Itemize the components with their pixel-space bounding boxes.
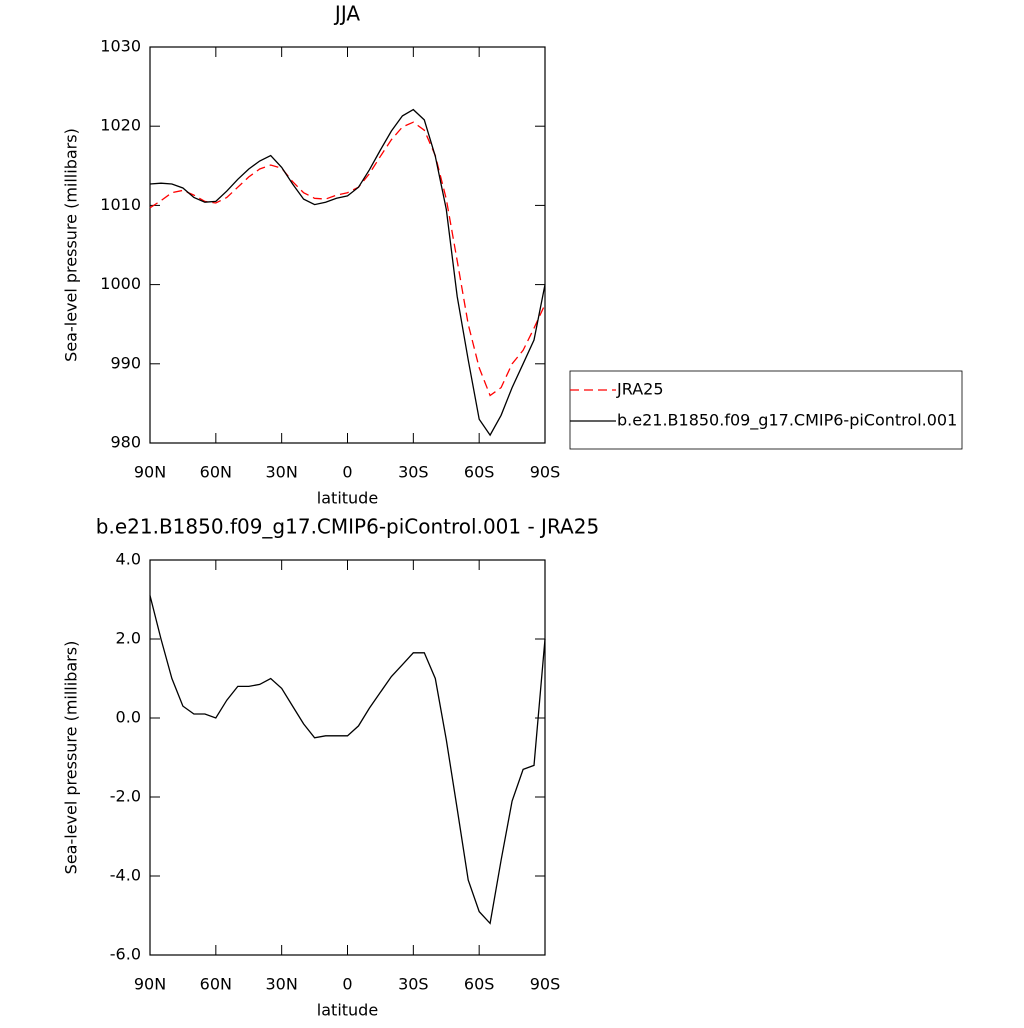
y-tick-label: -4.0 [110, 866, 141, 885]
y-axis-label: Sea-level pressure (millibars) [62, 128, 81, 362]
x-tick-label: 90N [134, 463, 166, 482]
y-tick-label: 1010 [100, 195, 141, 214]
y-tick-label: -6.0 [110, 945, 141, 964]
x-tick-label: 90S [530, 463, 561, 482]
y-tick-label: 0.0 [116, 708, 141, 727]
x-axis-label: latitude [317, 1001, 378, 1020]
plot-frame [149, 46, 546, 444]
x-tick-label: 60N [200, 463, 232, 482]
legend-label: b.e21.B1850.f09_g17.CMIP6-piControl.001 [617, 411, 957, 431]
data-line [149, 595, 546, 925]
x-tick-label: 30N [266, 463, 298, 482]
chart-title: b.e21.B1850.f09_g17.CMIP6-piControl.001 … [96, 515, 599, 539]
x-axis-label: latitude [317, 489, 378, 508]
x-tick-label: 90N [134, 975, 166, 994]
legend-box [569, 370, 963, 450]
y-tick-label: 1020 [100, 116, 141, 135]
x-tick-label: 60S [464, 975, 495, 994]
x-tick-label: 30S [398, 975, 429, 994]
legend-label: JRA25 [616, 380, 664, 399]
plot-frame [149, 559, 546, 956]
y-tick-label: 4.0 [116, 550, 141, 569]
data-line [149, 108, 546, 437]
y-axis-label: Sea-level pressure (millibars) [62, 641, 81, 875]
x-tick-label: 0 [342, 975, 352, 994]
y-tick-label: 1000 [100, 274, 141, 293]
data-line [149, 121, 546, 397]
chart-title: JJA [333, 2, 360, 26]
y-tick-label: 2.0 [116, 629, 141, 648]
x-tick-label: 30N [266, 975, 298, 994]
y-tick-label: 980 [110, 433, 141, 452]
x-tick-label: 90S [530, 975, 561, 994]
x-tick-label: 60N [200, 975, 232, 994]
x-tick-label: 30S [398, 463, 429, 482]
x-tick-label: 60S [464, 463, 495, 482]
y-tick-label: 1030 [100, 37, 141, 56]
x-tick-label: 0 [342, 463, 352, 482]
y-tick-label: 990 [110, 353, 141, 372]
y-tick-label: -2.0 [110, 787, 141, 806]
